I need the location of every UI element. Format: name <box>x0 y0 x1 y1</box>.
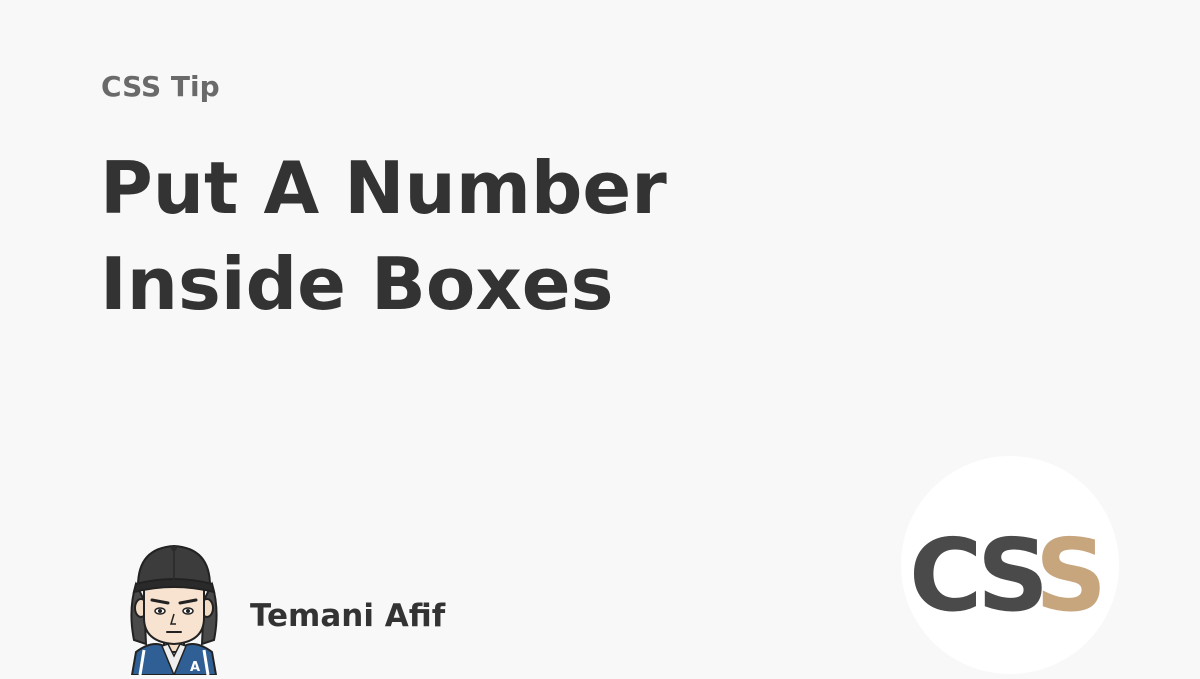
page-title: Put A Number Inside Boxes <box>100 140 667 332</box>
category-label: CSS Tip <box>101 70 220 103</box>
author-name: Temani Afif <box>250 598 446 634</box>
page-title-line-1: Put A Number <box>100 146 667 230</box>
author-avatar-icon: A <box>122 540 226 677</box>
css-logo-letter-c: C <box>909 517 982 634</box>
css-logo-icon: C S S <box>901 456 1119 674</box>
page-title-line-2: Inside Boxes <box>100 242 614 326</box>
jacket-letter: A <box>190 660 200 675</box>
css-logo-letter-s2: S <box>1035 517 1107 634</box>
css-logo-letter-s1: S <box>977 517 1049 634</box>
